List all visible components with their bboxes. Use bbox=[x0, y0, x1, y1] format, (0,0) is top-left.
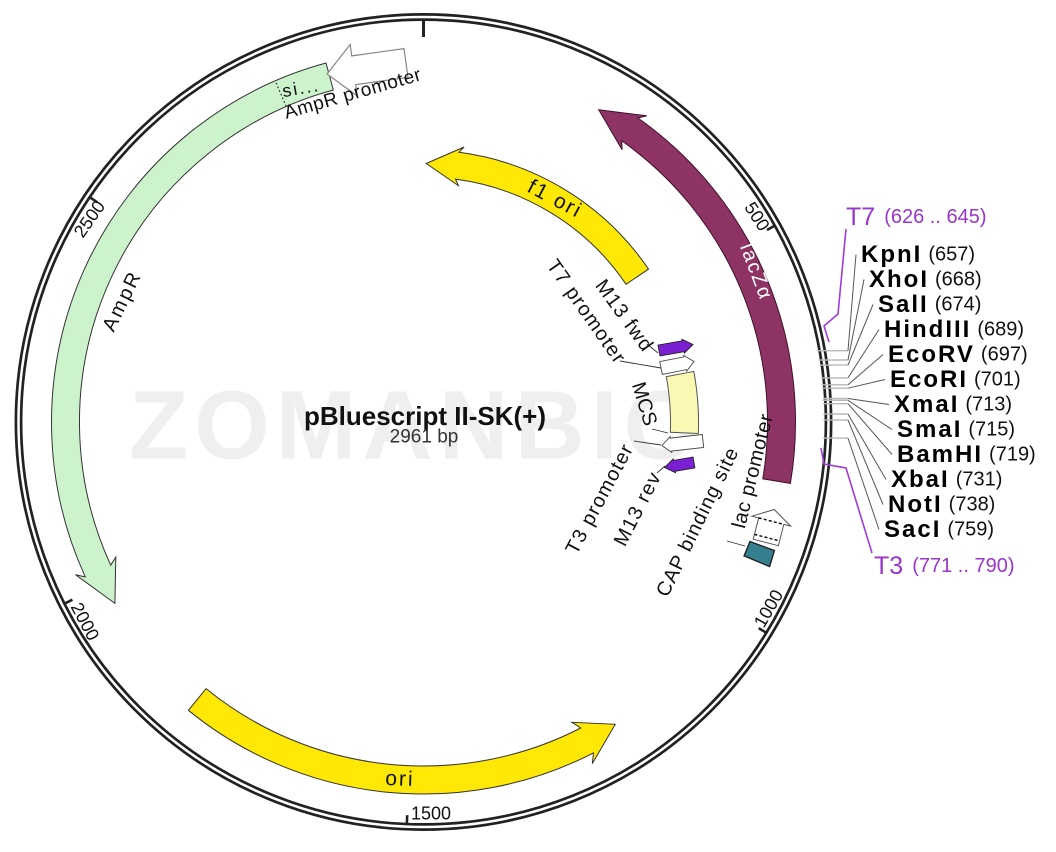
svg-text:pBluescript II-SK(+): pBluescript II-SK(+) bbox=[304, 401, 546, 431]
svg-text:EcoRI(701): EcoRI (701) bbox=[890, 366, 1021, 393]
svg-text:XbaI(731): XbaI (731) bbox=[891, 466, 1002, 493]
svg-text:1500: 1500 bbox=[411, 804, 451, 824]
svg-text:XmaI(713): XmaI (713) bbox=[894, 391, 1012, 418]
svg-text:ori: ori bbox=[385, 767, 415, 791]
svg-text:NotI(738): NotI (738) bbox=[888, 491, 995, 518]
svg-text:T3(771 .. 790): T3 (771 .. 790) bbox=[874, 552, 1014, 580]
svg-text:HindIII(689): HindIII (689) bbox=[884, 316, 1024, 343]
svg-text:BamHI(719): BamHI (719) bbox=[897, 441, 1036, 468]
svg-text:2961 bp: 2961 bp bbox=[390, 427, 459, 448]
svg-text:SacI(759): SacI (759) bbox=[884, 516, 994, 543]
svg-text:SmaI(715): SmaI (715) bbox=[897, 416, 1015, 443]
svg-text:KpnI(657): KpnI (657) bbox=[861, 241, 975, 268]
svg-text:XhoI(668): XhoI (668) bbox=[869, 266, 982, 293]
svg-text:ZOMANBIO: ZOMANBIO bbox=[129, 371, 705, 480]
svg-text:T7(626 .. 645): T7 (626 .. 645) bbox=[846, 203, 986, 231]
svg-text:EcoRV(697): EcoRV (697) bbox=[888, 341, 1028, 368]
